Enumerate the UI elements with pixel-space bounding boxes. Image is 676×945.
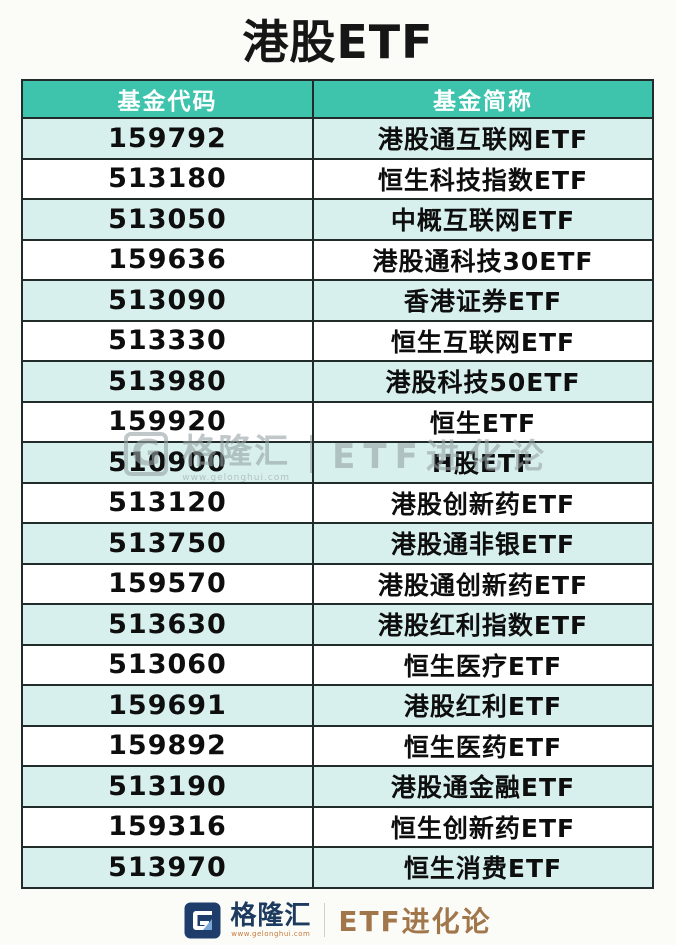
fund-name: 恒生科技指数ETF — [312, 157, 654, 200]
fund-code: 513180 — [21, 157, 314, 200]
fund-name: 恒生医药ETF — [312, 724, 654, 767]
fund-name: 恒生医疗ETF — [312, 643, 654, 686]
fund-code: 159920 — [21, 400, 314, 443]
fund-code: 513970 — [21, 846, 314, 889]
fund-name: 港股通科技30ETF — [312, 238, 654, 281]
table-row: 159920 恒生ETF — [21, 400, 654, 443]
fund-code: 513630 — [21, 603, 314, 646]
table-header-row: 基金代码 基金简称 — [21, 79, 654, 119]
footer-divider — [324, 903, 326, 937]
fund-name: 恒生消费ETF — [312, 846, 654, 889]
table-row: 513330 恒生互联网ETF — [21, 319, 654, 362]
table-row: 513750 港股通非银ETF — [21, 522, 654, 565]
header-fund-name: 基金简称 — [312, 79, 654, 119]
table-row: 513180 恒生科技指数ETF — [21, 157, 654, 200]
fund-name: 中概互联网ETF — [312, 198, 654, 241]
fund-code: 513750 — [21, 522, 314, 565]
fund-name: 恒生ETF — [312, 400, 654, 443]
fund-name: 港股通创新药ETF — [312, 562, 654, 605]
table-row: 159316 恒生创新药ETF — [21, 805, 654, 848]
footer-brand-url: www.gelonghui.com — [231, 929, 311, 938]
table-row: 513980 港股科技50ETF — [21, 360, 654, 403]
fund-code: 513330 — [21, 319, 314, 362]
table-row: 513090 香港证券ETF — [21, 279, 654, 322]
fund-code: 159892 — [21, 724, 314, 767]
table-row: 159570 港股通创新药ETF — [21, 562, 654, 605]
fund-code: 159636 — [21, 238, 314, 281]
page-title: 港股ETF — [242, 15, 434, 69]
fund-code: 513090 — [21, 279, 314, 322]
header-fund-code: 基金代码 — [21, 79, 314, 119]
table-row: 159691 港股红利ETF — [21, 684, 654, 727]
table-row: 159792 港股通互联网ETF — [21, 117, 654, 160]
fund-code: 159792 — [21, 117, 314, 160]
etf-table: 基金代码 基金简称 159792 港股通互联网ETF 513180 恒生科技指数ET… — [21, 79, 654, 889]
fund-name: 香港证券ETF — [312, 279, 654, 322]
table-row: 159892 恒生医药ETF — [21, 724, 654, 767]
fund-code: 513120 — [21, 481, 314, 524]
fund-name: H股ETF — [312, 441, 654, 484]
fund-code: 159570 — [21, 562, 314, 605]
footer-brand-name: 格隆汇 — [230, 900, 312, 931]
fund-code: 159691 — [21, 684, 314, 727]
fund-name: 港股通互联网ETF — [312, 117, 654, 160]
table-row: 513060 恒生医疗ETF — [21, 643, 654, 686]
fund-code: 513980 — [21, 360, 314, 403]
fund-name: 港股科技50ETF — [312, 360, 654, 403]
table-row: 513970 恒生消费ETF — [21, 846, 654, 889]
fund-name: 港股创新药ETF — [312, 481, 654, 524]
footer-channel-name: ETF进化论 — [338, 905, 492, 938]
fund-name: 恒生创新药ETF — [312, 805, 654, 848]
table-row: 159636 港股通科技30ETF — [21, 238, 654, 281]
table-row: 513120 港股创新药ETF — [21, 481, 654, 524]
fund-code: 513190 — [21, 765, 314, 808]
fund-name: 恒生互联网ETF — [312, 319, 654, 362]
fund-name: 港股通金融ETF — [312, 765, 654, 808]
fund-code: 513050 — [21, 198, 314, 241]
fund-name: 港股红利ETF — [312, 684, 654, 727]
table-row: 510900 H股ETF — [21, 441, 654, 484]
table-row: 513190 港股通金融ETF — [21, 765, 654, 808]
fund-code: 159316 — [21, 805, 314, 848]
fund-code: 510900 — [21, 441, 314, 484]
table-row: 513630 港股红利指数ETF — [21, 603, 654, 646]
fund-name: 港股通非银ETF — [312, 522, 654, 565]
gelonghui-logo-icon — [184, 902, 221, 938]
fund-name: 港股红利指数ETF — [312, 603, 654, 646]
footer-branding: 格隆汇 www.gelonghui.com ETF进化论 — [0, 900, 676, 940]
fund-code: 513060 — [21, 643, 314, 686]
table-row: 513050 中概互联网ETF — [21, 198, 654, 241]
